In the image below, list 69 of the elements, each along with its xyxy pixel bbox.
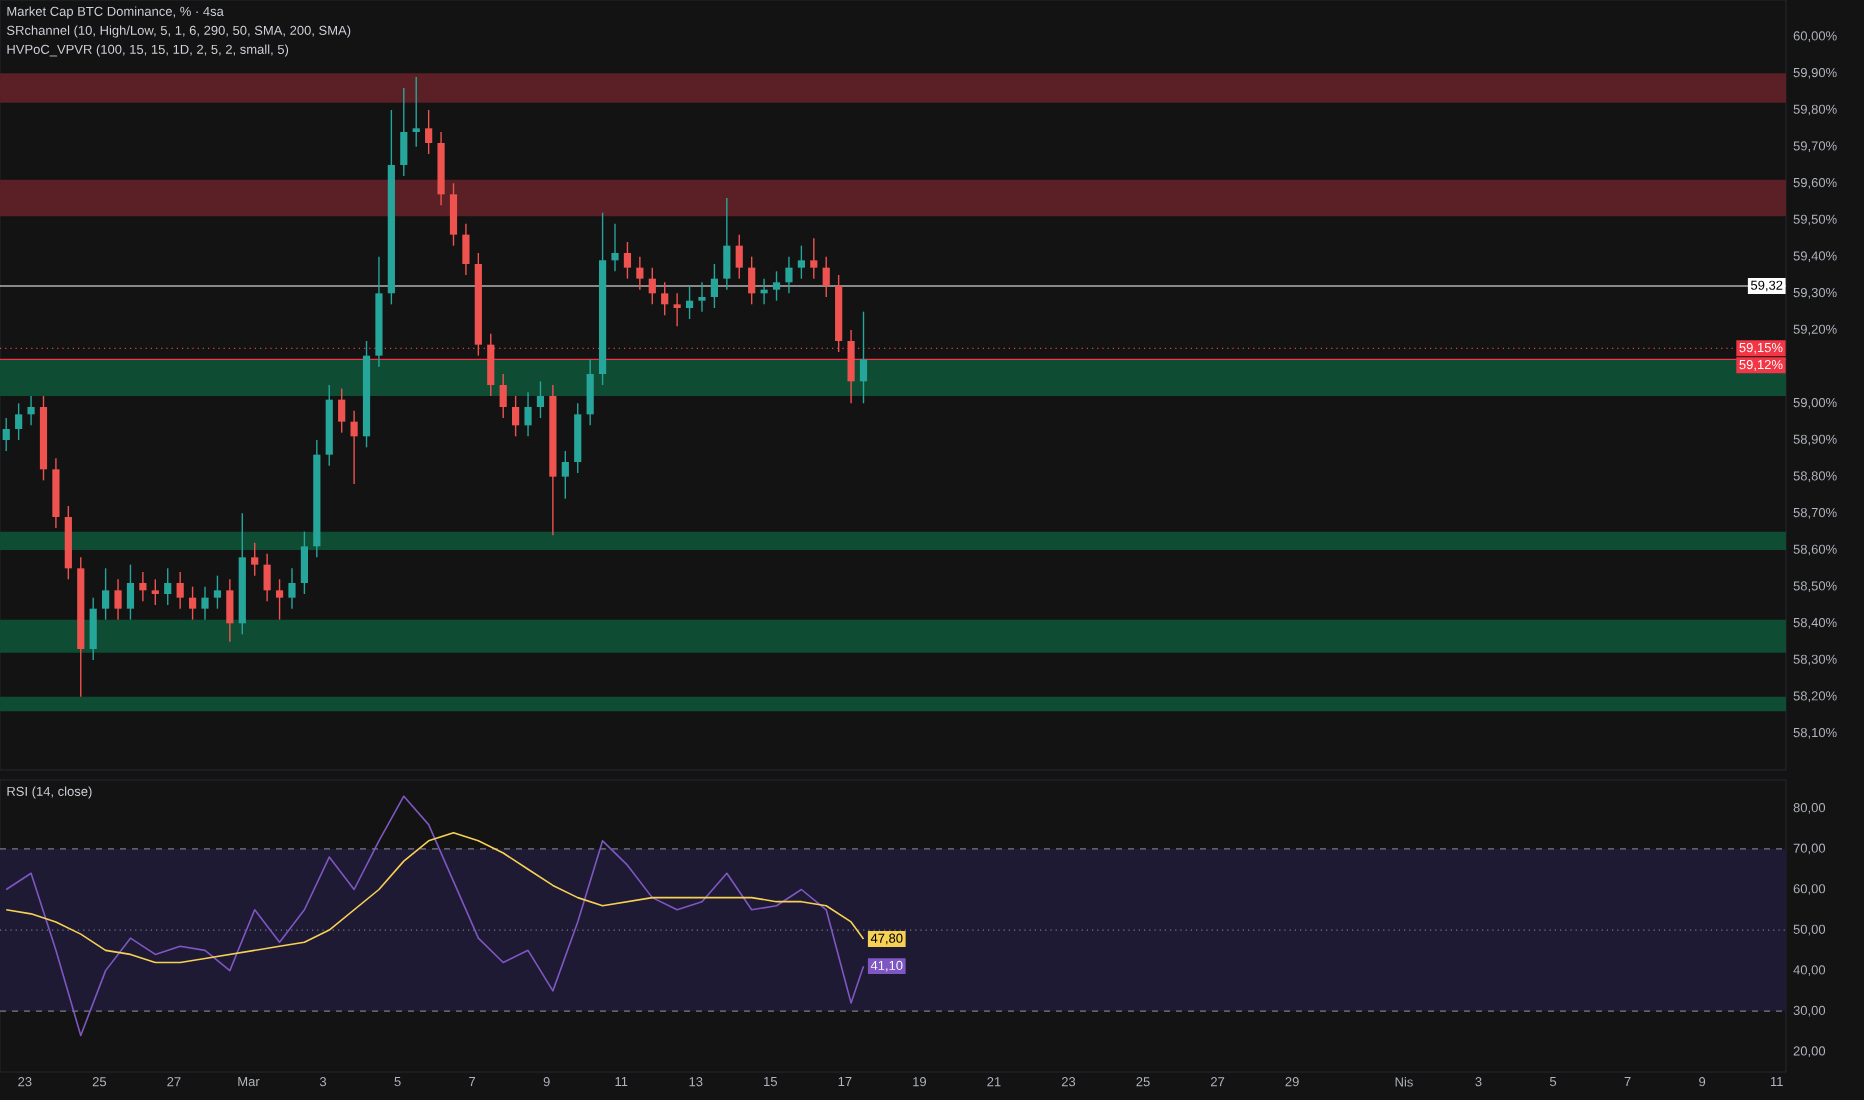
candlestick [338,387,346,434]
candlestick [226,578,234,643]
candlestick [89,596,97,661]
candlestick [474,252,482,357]
candlestick [275,578,284,621]
candlestick [561,450,569,500]
candlestick [188,585,197,621]
candlestick [748,255,756,306]
candlestick [52,457,60,529]
candlestick [27,395,35,427]
candlestick [362,340,371,449]
candlestick [425,109,433,155]
candlestick [126,563,135,621]
candlestick [437,131,445,207]
candlestick [400,87,408,177]
candlestick [661,281,669,317]
candlestick [810,237,818,280]
candlestick [64,505,72,581]
candlestick [151,578,159,606]
candlestick [499,373,507,419]
candlestick [549,384,557,537]
candlestick [251,541,259,577]
candlestick [387,109,395,306]
candlestick [350,409,358,485]
candlestick [300,530,309,595]
candlestick [77,556,85,698]
candlestick [39,395,48,482]
candlestick [623,241,632,280]
candlestick [598,211,607,386]
candlestick [772,270,781,302]
candlestick [698,281,706,313]
candlestick [822,255,830,298]
candlestick [586,358,594,427]
candlestick [648,266,656,306]
candlestick [859,310,868,405]
candlestick [164,567,172,606]
candlestick [835,274,843,353]
candlestick [313,439,321,559]
candlestick [487,332,495,397]
candlestick [710,263,719,309]
candlestick [611,222,619,273]
candlestick [263,552,271,603]
candlestick [139,571,147,603]
candlestick [176,571,184,610]
candlestick [213,574,222,610]
candlestick [2,417,10,452]
candlestick [723,197,731,291]
candlestick [412,76,420,148]
candlestick [512,395,520,438]
candlestick [536,380,545,419]
candlestick [735,233,743,280]
candlestick [449,182,458,247]
candlestick [685,285,694,320]
candlestick [238,512,246,636]
candlestick [636,255,644,291]
candlestick [847,329,855,405]
candlestick [201,585,209,621]
candlestick [325,384,333,467]
candlestick [462,222,470,276]
candlestick [102,567,110,621]
candlestick [574,402,582,474]
candlestick [785,255,793,295]
candlestick [375,255,383,368]
candlestick [524,391,532,438]
candlestick [673,292,681,328]
candlestick [797,244,805,280]
candlestick [288,567,296,610]
candlestick [114,578,122,621]
candlestick [15,402,23,441]
